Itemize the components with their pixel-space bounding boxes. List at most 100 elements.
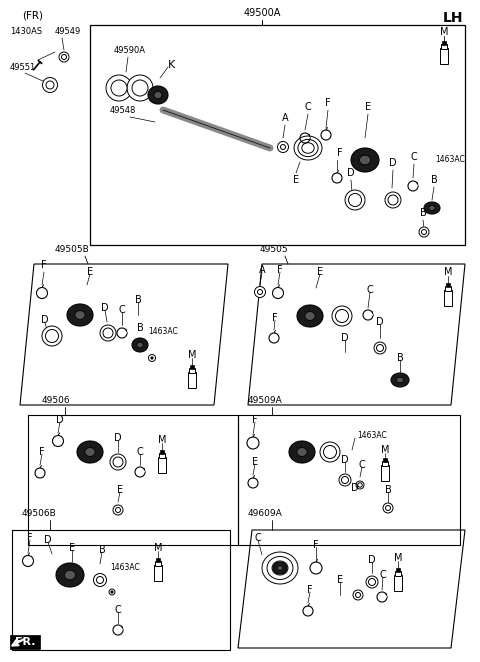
Circle shape	[43, 77, 58, 93]
Text: B: B	[431, 175, 437, 185]
Text: D: D	[41, 315, 49, 325]
Text: D: D	[101, 303, 109, 313]
Text: B: B	[396, 353, 403, 363]
Text: D: D	[389, 158, 397, 168]
Ellipse shape	[297, 305, 323, 327]
Text: F: F	[277, 265, 283, 275]
Bar	[382, 461, 388, 466]
Bar	[160, 450, 164, 454]
Circle shape	[419, 227, 429, 237]
Bar	[12, 530, 230, 650]
Ellipse shape	[351, 148, 379, 172]
Text: FR.: FR.	[15, 637, 36, 647]
Text: 1463AC: 1463AC	[435, 156, 465, 164]
Circle shape	[341, 477, 348, 483]
Circle shape	[388, 195, 398, 205]
Ellipse shape	[391, 373, 409, 387]
Bar	[28, 415, 238, 545]
Bar	[441, 44, 447, 49]
Text: F: F	[27, 533, 33, 543]
Ellipse shape	[297, 448, 307, 456]
Circle shape	[345, 190, 365, 210]
Text: 49506: 49506	[42, 396, 71, 405]
Bar	[442, 41, 446, 45]
Text: D: D	[376, 317, 384, 327]
Bar	[190, 365, 194, 369]
Text: E: E	[252, 457, 258, 467]
Text: F: F	[39, 447, 45, 457]
Bar	[90, 25, 465, 245]
Circle shape	[113, 457, 123, 467]
Circle shape	[103, 328, 113, 338]
Text: F: F	[313, 540, 319, 550]
Text: 1463AC: 1463AC	[148, 328, 178, 336]
Text: 49506B: 49506B	[22, 509, 57, 518]
Bar	[440, 48, 448, 64]
Bar	[159, 453, 165, 458]
Ellipse shape	[277, 565, 283, 571]
Circle shape	[46, 81, 54, 89]
Circle shape	[96, 577, 104, 583]
Bar	[394, 575, 402, 591]
Text: E: E	[337, 575, 343, 585]
Text: FR.: FR.	[15, 637, 36, 647]
Bar	[155, 561, 161, 566]
Text: K: K	[168, 60, 175, 70]
Circle shape	[110, 454, 126, 470]
Text: 49548: 49548	[110, 106, 136, 115]
Bar	[158, 457, 166, 473]
Circle shape	[353, 590, 363, 600]
Ellipse shape	[289, 441, 315, 463]
Text: D: D	[44, 535, 52, 545]
Ellipse shape	[85, 448, 95, 456]
Circle shape	[324, 446, 336, 459]
Circle shape	[151, 357, 153, 359]
Circle shape	[94, 573, 107, 587]
Bar	[395, 571, 401, 576]
Circle shape	[280, 144, 286, 150]
Ellipse shape	[305, 312, 315, 320]
Text: 49505: 49505	[260, 245, 288, 254]
Text: C: C	[137, 447, 144, 457]
Ellipse shape	[396, 377, 404, 383]
Circle shape	[100, 325, 116, 341]
Text: 49609A: 49609A	[248, 509, 283, 518]
Ellipse shape	[360, 155, 371, 165]
Bar	[156, 558, 160, 562]
Text: D: D	[347, 168, 355, 178]
Text: M: M	[444, 267, 452, 277]
Text: M: M	[158, 435, 166, 445]
Text: E: E	[365, 102, 371, 112]
Text: A: A	[259, 265, 265, 275]
Ellipse shape	[148, 86, 168, 104]
Ellipse shape	[429, 206, 435, 211]
Circle shape	[113, 505, 123, 515]
Ellipse shape	[56, 563, 84, 587]
Text: M: M	[188, 350, 196, 360]
Circle shape	[42, 326, 62, 346]
Text: E: E	[293, 175, 299, 185]
Text: 49551: 49551	[10, 63, 36, 72]
Bar	[396, 568, 400, 572]
Text: C: C	[254, 533, 262, 543]
Circle shape	[356, 481, 364, 489]
Circle shape	[369, 579, 375, 585]
Circle shape	[332, 306, 352, 326]
Ellipse shape	[424, 202, 440, 214]
Ellipse shape	[132, 338, 148, 352]
Text: D: D	[114, 433, 122, 443]
Circle shape	[385, 192, 401, 208]
Text: F: F	[272, 313, 278, 323]
Text: E: E	[317, 267, 323, 277]
Text: F: F	[252, 415, 258, 425]
Bar	[444, 290, 452, 306]
Circle shape	[358, 483, 362, 487]
Circle shape	[348, 193, 361, 207]
Ellipse shape	[67, 304, 93, 326]
Text: C: C	[115, 605, 121, 615]
Circle shape	[356, 592, 360, 598]
Text: M: M	[381, 445, 389, 455]
Ellipse shape	[137, 342, 143, 348]
Circle shape	[59, 52, 69, 62]
Bar	[446, 283, 450, 287]
